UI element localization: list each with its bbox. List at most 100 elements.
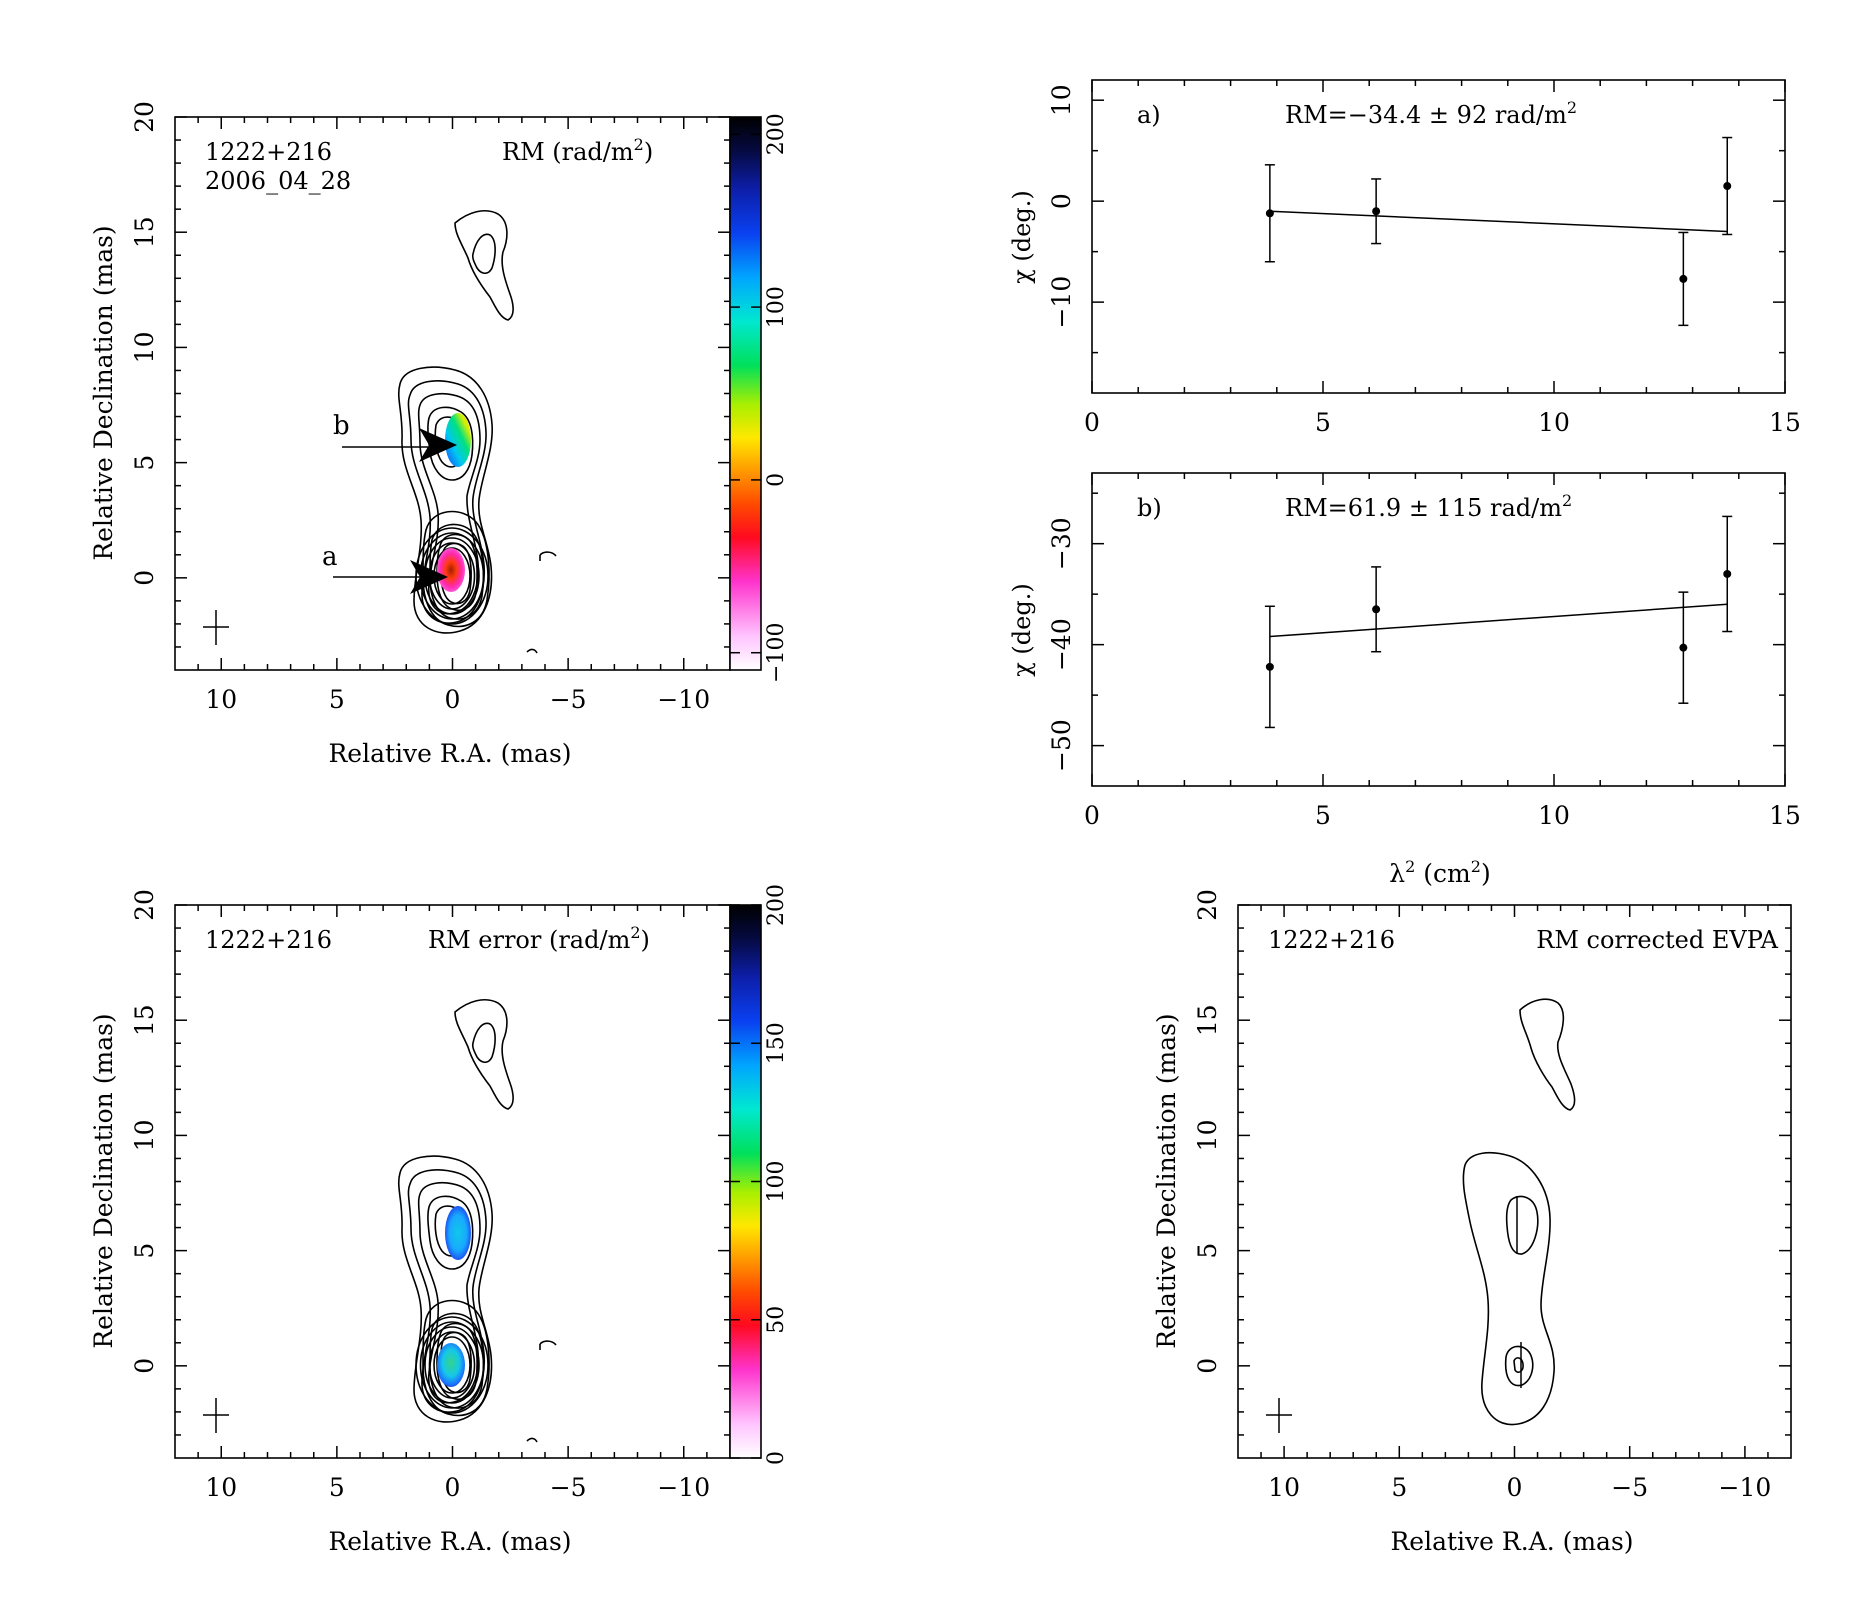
- jet-contour-level-4: [427, 1195, 474, 1270]
- core-ring-3: [424, 1326, 480, 1404]
- y-tick-label: −30: [1047, 517, 1076, 570]
- rm-knot-patch: [445, 413, 471, 467]
- fit-b-ticks: 0 5 10 15 −50 −40 −30: [1047, 473, 1801, 830]
- y-tick-label: 10: [130, 1120, 159, 1152]
- marker-b-label: b: [333, 411, 350, 441]
- evpa-ylabel: Relative Declination (mas): [1152, 1013, 1181, 1348]
- evpa-contour-main: [1462, 1151, 1555, 1426]
- fit-a-tag: a): [1137, 101, 1161, 129]
- rm-map-ticks: 10 5 0 −5 −10 0 5 10 15 20: [130, 101, 730, 714]
- x-tick-label: 0: [1084, 801, 1100, 830]
- evpa-vectors: [1516, 1196, 1522, 1388]
- x-tick-label: 5: [1391, 1473, 1407, 1502]
- fit-a-frame: [1091, 79, 1786, 394]
- err-core-patch: [437, 1343, 465, 1387]
- fit-a-ylabel: χ (deg.): [1008, 190, 1036, 283]
- err-knot-patch: [445, 1206, 471, 1260]
- fit-b-ylabel: χ (deg.): [1008, 583, 1036, 676]
- x-tick-label: −5: [550, 685, 587, 714]
- core-ring-5: [433, 1336, 471, 1394]
- x-tick-label: −5: [1611, 1473, 1648, 1502]
- fit-b-xlabel: λ2 (cm2): [1389, 857, 1490, 888]
- fit-a-ticks: 0 5 10 15 −10 0 10: [1047, 80, 1801, 437]
- y-tick-label: 10: [1047, 84, 1076, 116]
- rm-map-source: 1222+216: [205, 138, 332, 166]
- fit-a-panel: 0 5 10 15 −10 0 10 a) RM=−34.4 ± 92 rad/m2 χ (…: [1008, 79, 1801, 437]
- fit-a-marks: [1264, 136, 1733, 327]
- evpa-panel: 10 5 0 −5 −10 0 5 10 15 20 1222+216 RM corrected …: [1152, 889, 1792, 1556]
- x-tick-label: −5: [550, 1473, 587, 1502]
- evpa-xlabel: Relative R.A. (mas): [1390, 1527, 1633, 1556]
- x-tick-label: 15: [1769, 801, 1801, 830]
- fit-a-rm: RM=−34.4 ± 92 rad/m2: [1285, 98, 1577, 129]
- x-tick-label: 10: [1538, 801, 1570, 830]
- x-tick-label: −10: [657, 1473, 710, 1502]
- evpa-contour-knot: [1505, 1195, 1539, 1255]
- rm-error-contours: [397, 999, 557, 1443]
- core-ring-1: [415, 1316, 489, 1414]
- arrow-b: [342, 428, 457, 462]
- rm-map-ylabel: Relative Declination (mas): [89, 225, 118, 560]
- x-tick-label: 10: [1538, 408, 1570, 437]
- fit-b-tag: b): [1137, 494, 1162, 522]
- data-point: [1723, 569, 1732, 578]
- y-tick-label: 0: [1047, 193, 1076, 209]
- fit-b-panel: 0 5 10 15−50−40−30 b) RM=61.9 ± 115 rad/m2 …: [1008, 472, 1801, 888]
- evpa-contour-north: [1519, 998, 1576, 1111]
- x-tick-label: −10: [1719, 1473, 1772, 1502]
- rm-error-xlabel: Relative R.A. (mas): [328, 1527, 571, 1556]
- rm-contour-north-outer: [454, 210, 514, 321]
- cb-tick-label: 0: [764, 1451, 789, 1465]
- x-tick-label: −10: [657, 685, 710, 714]
- x-tick-label: 0: [445, 685, 461, 714]
- rm-core-patch: [437, 548, 465, 592]
- cb-tick-label: 200: [764, 884, 789, 926]
- beam-cross-2: [203, 1398, 229, 1433]
- cb-tick-label: 50: [764, 1306, 789, 1334]
- fit-line: [1269, 603, 1728, 638]
- evpa-title: RM corrected EVPA: [1536, 926, 1778, 954]
- y-tick-label: 10: [1193, 1120, 1222, 1152]
- rm-error-title: RM error (rad/m2): [428, 923, 650, 954]
- y-tick-label: 5: [130, 1243, 159, 1259]
- x-tick-label: 5: [1315, 801, 1331, 830]
- evpa-contour-core: [1504, 1345, 1534, 1387]
- fit-b-frame: [1091, 472, 1786, 787]
- evpa-ticks: 10 5 0 −5 −10 0 5 10 15 20: [1193, 889, 1791, 1502]
- y-tick-label: 15: [130, 216, 159, 248]
- rm-error-colorbar-ticks: 0 50 100 150 200: [730, 884, 789, 1465]
- cb-tick-label: 150: [764, 1022, 789, 1064]
- beam-cross-1: [203, 610, 229, 645]
- marker-a-label: a: [322, 542, 338, 572]
- cb-tick-label: 100: [764, 1161, 789, 1203]
- x-tick-label: 5: [329, 685, 345, 714]
- x-tick-label: 15: [1769, 408, 1801, 437]
- x-tick-label: 0: [1507, 1473, 1523, 1502]
- y-tick-label: −40: [1047, 618, 1076, 671]
- x-tick-label: 5: [1315, 408, 1331, 437]
- jet-contour-level-3: [417, 1181, 481, 1404]
- core-ring-4: [428, 1331, 476, 1399]
- cb-tick-label: 100: [764, 286, 789, 328]
- jet-contour-level-3: [417, 392, 481, 615]
- jet-contour-level-2: [407, 1169, 487, 1413]
- y-tick-label: 10: [130, 332, 159, 364]
- data-point: [1723, 182, 1732, 191]
- y-tick-label: 20: [130, 889, 159, 921]
- err-contour-small: [526, 1437, 538, 1443]
- err-contour-north-inner: [471, 1022, 496, 1064]
- data-point: [1372, 207, 1381, 216]
- rm-map-xlabel: Relative R.A. (mas): [328, 739, 571, 768]
- data-point: [1372, 605, 1381, 614]
- x-tick-label: 10: [205, 1473, 237, 1502]
- y-tick-label: 20: [1193, 889, 1222, 921]
- x-tick-label: 5: [329, 1473, 345, 1502]
- cb-tick-label: 0: [764, 473, 789, 487]
- y-tick-label: 5: [1193, 1243, 1222, 1259]
- rm-error-ylabel: Relative Declination (mas): [89, 1013, 118, 1348]
- y-tick-label: 0: [130, 1358, 159, 1374]
- fit-b-rm: RM=61.9 ± 115 rad/m2: [1285, 491, 1572, 522]
- rm-contour-jet: [397, 366, 493, 634]
- core-ring-2: [419, 1321, 485, 1409]
